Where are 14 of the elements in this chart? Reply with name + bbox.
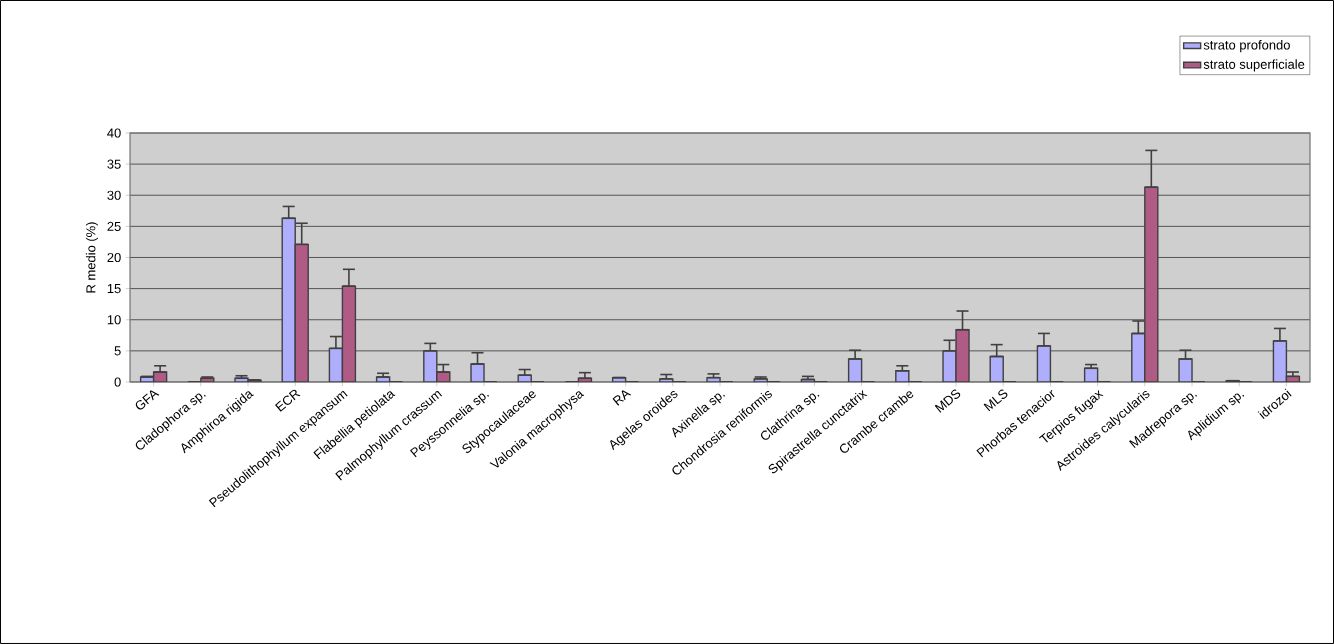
y-tick-label: 30	[107, 190, 121, 200]
y-tick-label: 0	[114, 377, 121, 387]
y-tick-label: 40	[107, 128, 121, 138]
y-tick-label: 25	[107, 221, 121, 231]
y-tick-label: 15	[107, 284, 121, 294]
y-axis-title: R medio (%)	[85, 222, 99, 293]
y-tick-label: 10	[107, 315, 121, 325]
legend-label: strato superficiale	[1203, 59, 1305, 72]
y-tick-label: 35	[107, 159, 121, 169]
x-tick-label: RA	[612, 390, 632, 406]
y-tick-label: 20	[107, 252, 121, 263]
legend-label: strato profondo	[1203, 40, 1290, 53]
y-tick-label: 5	[114, 346, 121, 356]
x-tick-label: MLS	[983, 389, 1008, 412]
